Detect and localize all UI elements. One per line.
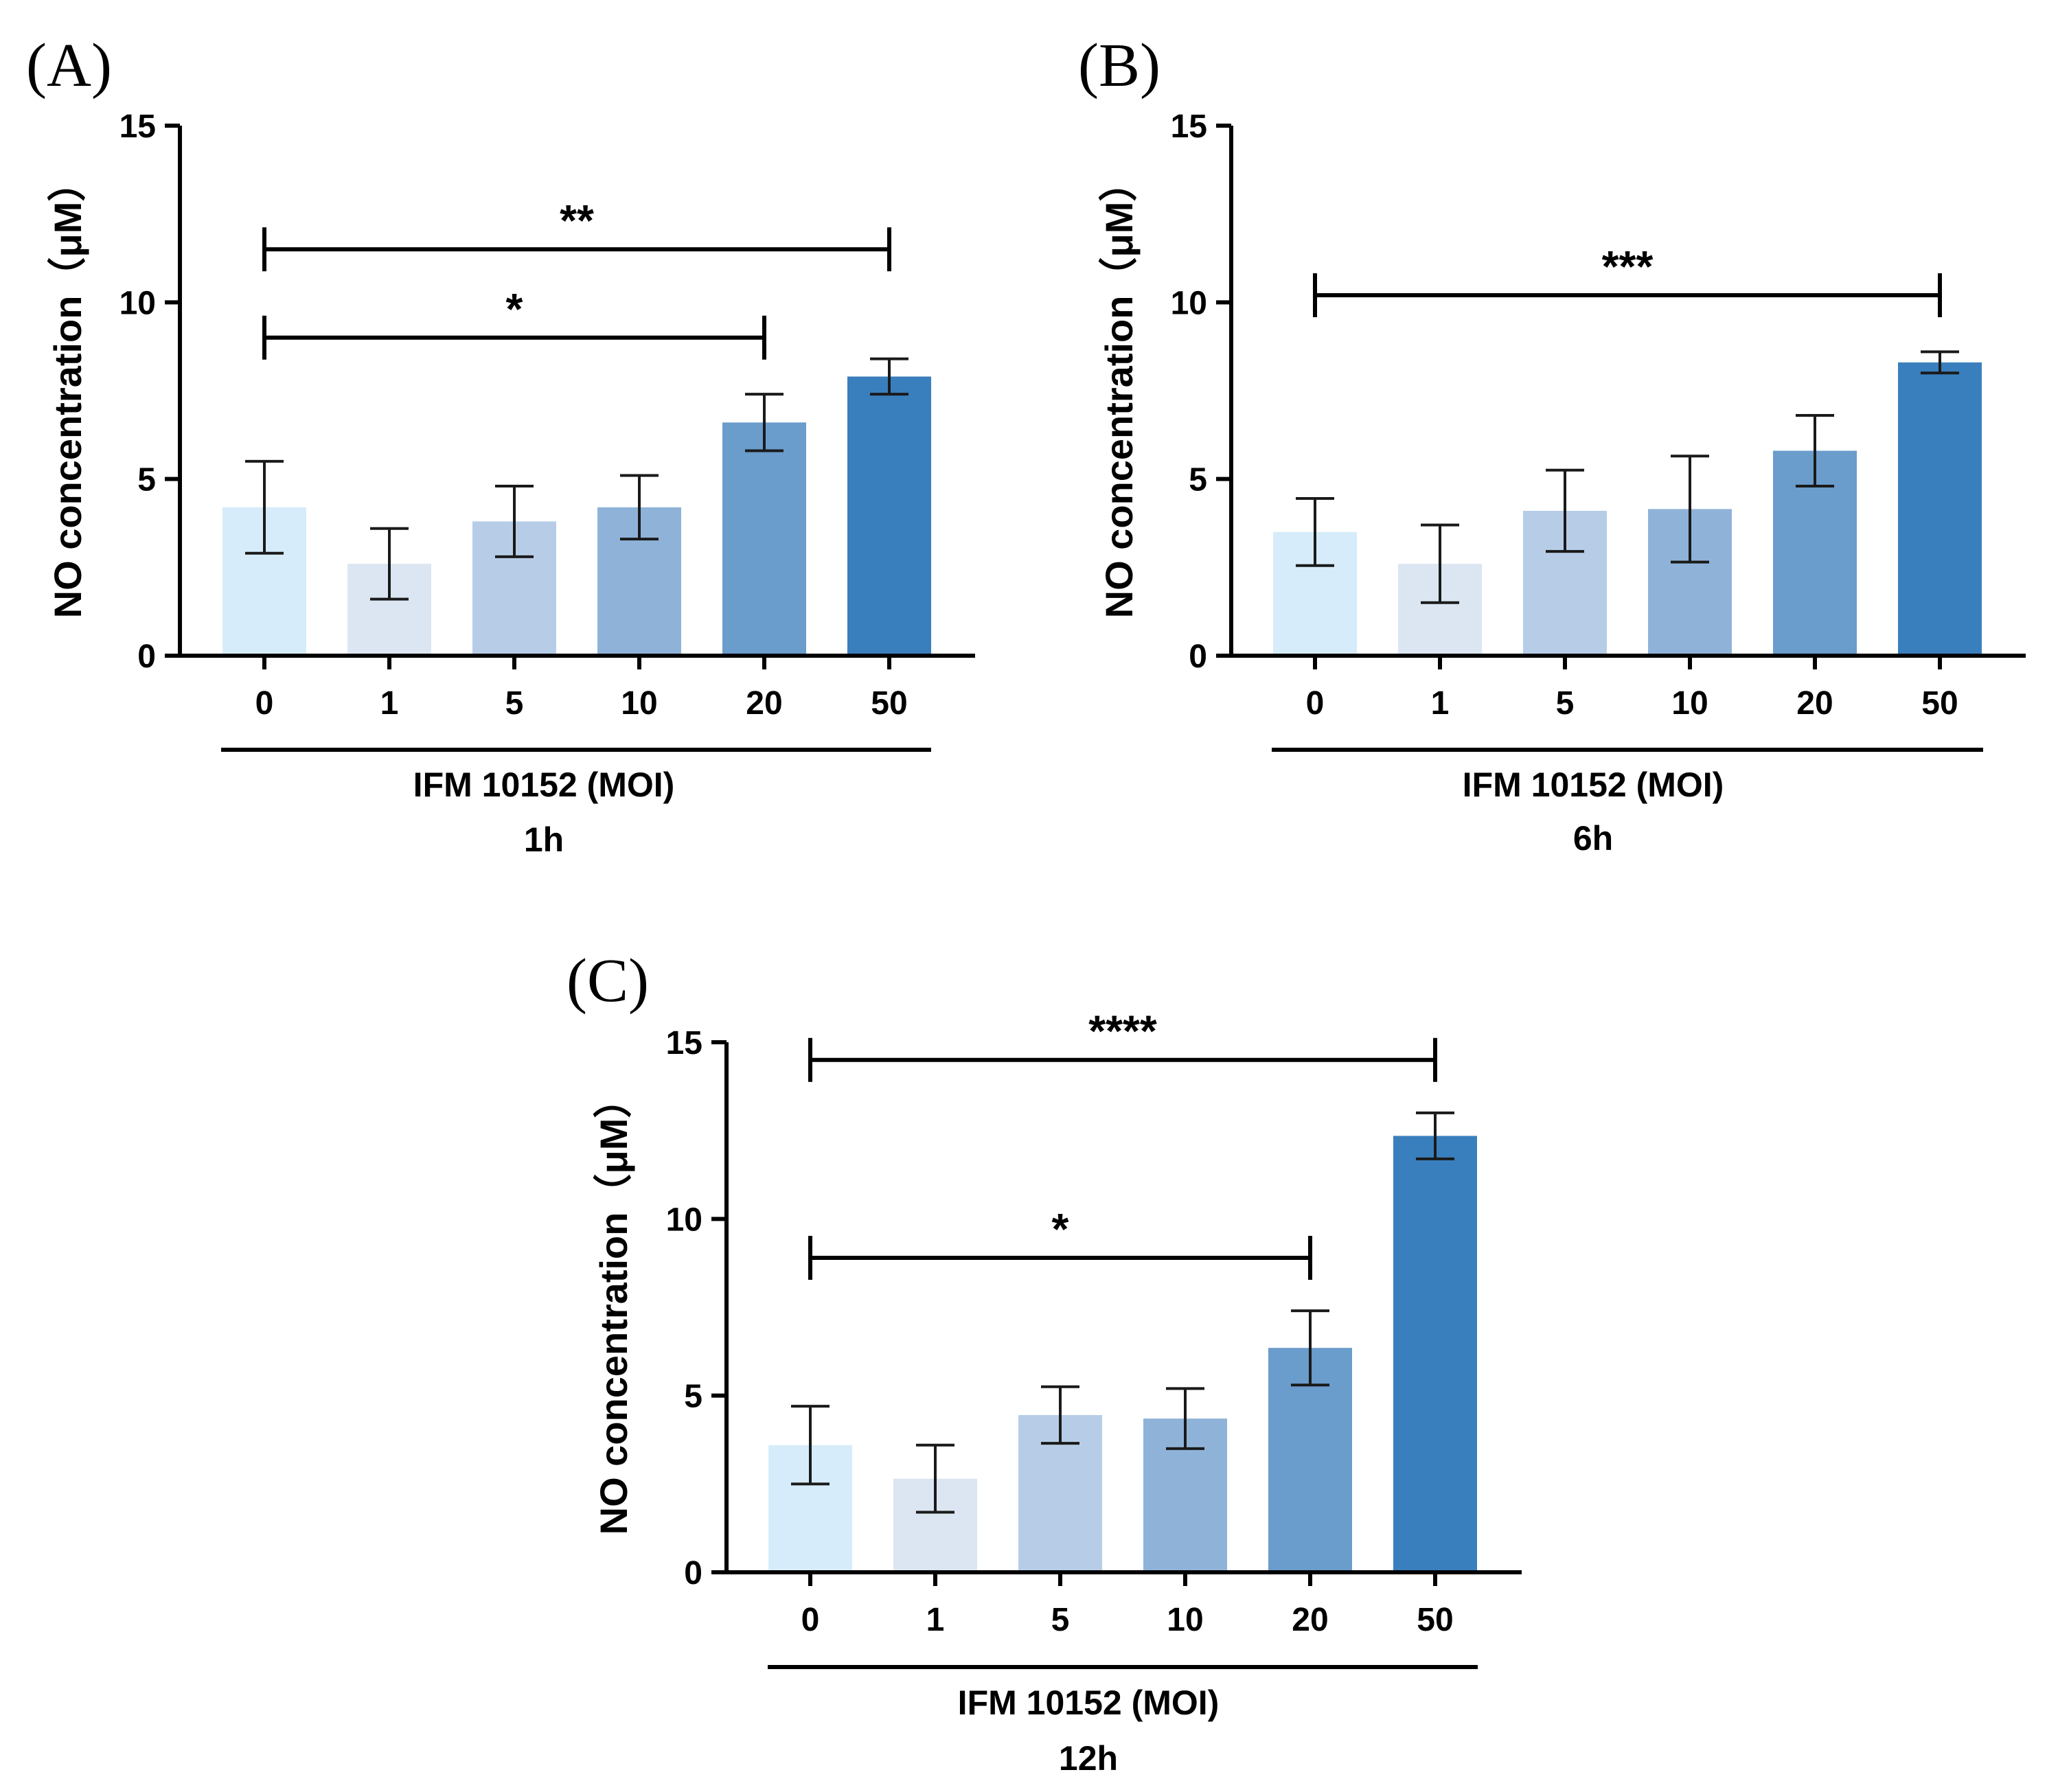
significance-label: ** [560,196,594,245]
y-tick-label: 15 [119,108,156,145]
x-tick-label: 5 [505,685,524,722]
x-tick-label: 0 [1306,685,1325,722]
x-axis-title: IFM 10152 (MOI) [413,766,675,804]
y-tick-label: 5 [137,462,156,498]
x-tick-label: 20 [1796,685,1833,722]
time-label: 1h [524,820,564,859]
significance-label: * [506,284,523,334]
x-tick-label: 5 [1556,685,1575,722]
x-tick-label: 1 [1431,685,1450,722]
bar [1393,1136,1477,1572]
y-tick-label: 0 [137,639,156,675]
y-tick-label: 15 [666,1025,702,1061]
significance-label: *** [1602,242,1654,291]
time-label: 12h [1059,1739,1118,1778]
x-tick-label: 50 [871,685,907,722]
y-tick-label: 5 [1189,462,1207,498]
panel-label: (B) [1078,32,1160,100]
y-tick-label: 10 [119,285,156,321]
x-tick-label: 50 [1417,1602,1453,1638]
x-axis-title: IFM 10152 (MOI) [958,1684,1220,1722]
bar [1898,362,1982,656]
significance-label: **** [1088,1007,1157,1056]
bar [847,376,931,656]
x-tick-label: 1 [380,685,399,722]
x-axis-title: IFM 10152 (MOI) [1463,766,1724,804]
x-tick-label: 1 [926,1602,945,1638]
x-tick-label: 20 [746,685,782,722]
x-tick-label: 50 [1921,685,1958,722]
y-tick-label: 15 [1171,108,1207,145]
significance-label: * [1052,1204,1069,1254]
bar [722,422,806,656]
time-label: 6h [1573,819,1613,858]
y-tick-label: 0 [684,1555,702,1592]
x-tick-label: 0 [801,1602,820,1638]
y-tick-label: 10 [1171,285,1207,321]
x-tick-label: 10 [1671,685,1708,722]
x-tick-label: 0 [255,685,274,722]
y-axis-title: NO concentration（μM） [46,163,89,619]
y-tick-label: 5 [684,1379,702,1415]
y-tick-label: 0 [1189,639,1207,675]
x-tick-label: 5 [1051,1602,1070,1638]
x-tick-label: 10 [1167,1602,1203,1638]
y-tick-label: 10 [666,1202,702,1238]
x-tick-label: 10 [621,685,657,722]
x-tick-label: 20 [1292,1602,1328,1638]
panel-label: (C) [567,947,649,1015]
y-axis-title: NO concentration（μM） [1097,163,1141,619]
y-axis-title: NO concentration（μM） [592,1080,635,1535]
panel-label: (A) [26,32,112,100]
